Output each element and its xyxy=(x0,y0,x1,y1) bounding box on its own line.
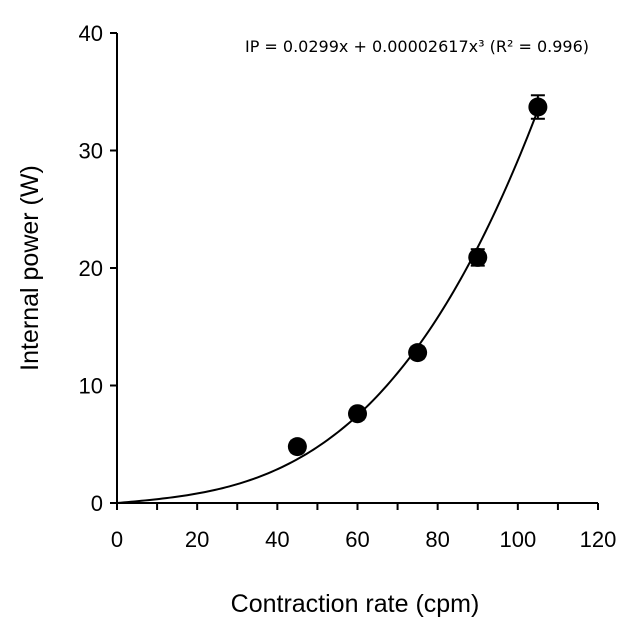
data-point xyxy=(528,97,548,117)
y-axis-title: Internal power (W) xyxy=(16,165,44,371)
data-point xyxy=(348,404,367,424)
y-tick-label: 40 xyxy=(79,21,103,46)
plot-area xyxy=(116,33,598,504)
y-tick-label: 10 xyxy=(79,374,103,399)
fit-equation: IP = 0.0299x + 0.00002617x³ (R² = 0.996) xyxy=(245,37,589,56)
y-axis-ticks: 0 10 20 30 40 xyxy=(79,21,117,516)
x-tick-label: 120 xyxy=(580,527,617,552)
fit-curve xyxy=(116,109,539,504)
x-axis-ticks: 0 20 40 60 80 100 120 xyxy=(111,503,616,552)
data-point xyxy=(408,343,428,363)
y-tick-label: 20 xyxy=(79,256,103,281)
y-tick-label: 0 xyxy=(91,491,103,516)
x-tick-label: 40 xyxy=(265,527,289,552)
x-tick-label: 60 xyxy=(345,527,369,552)
data-point xyxy=(287,437,307,457)
x-tick-label: 20 xyxy=(185,527,209,552)
x-tick-label: 100 xyxy=(499,527,536,552)
y-tick-label: 30 xyxy=(79,139,103,164)
x-axis-title: Contraction rate (cpm) xyxy=(231,590,480,618)
x-tick-label: 80 xyxy=(425,527,449,552)
x-tick-label: 0 xyxy=(111,527,123,552)
data-point xyxy=(468,247,488,267)
